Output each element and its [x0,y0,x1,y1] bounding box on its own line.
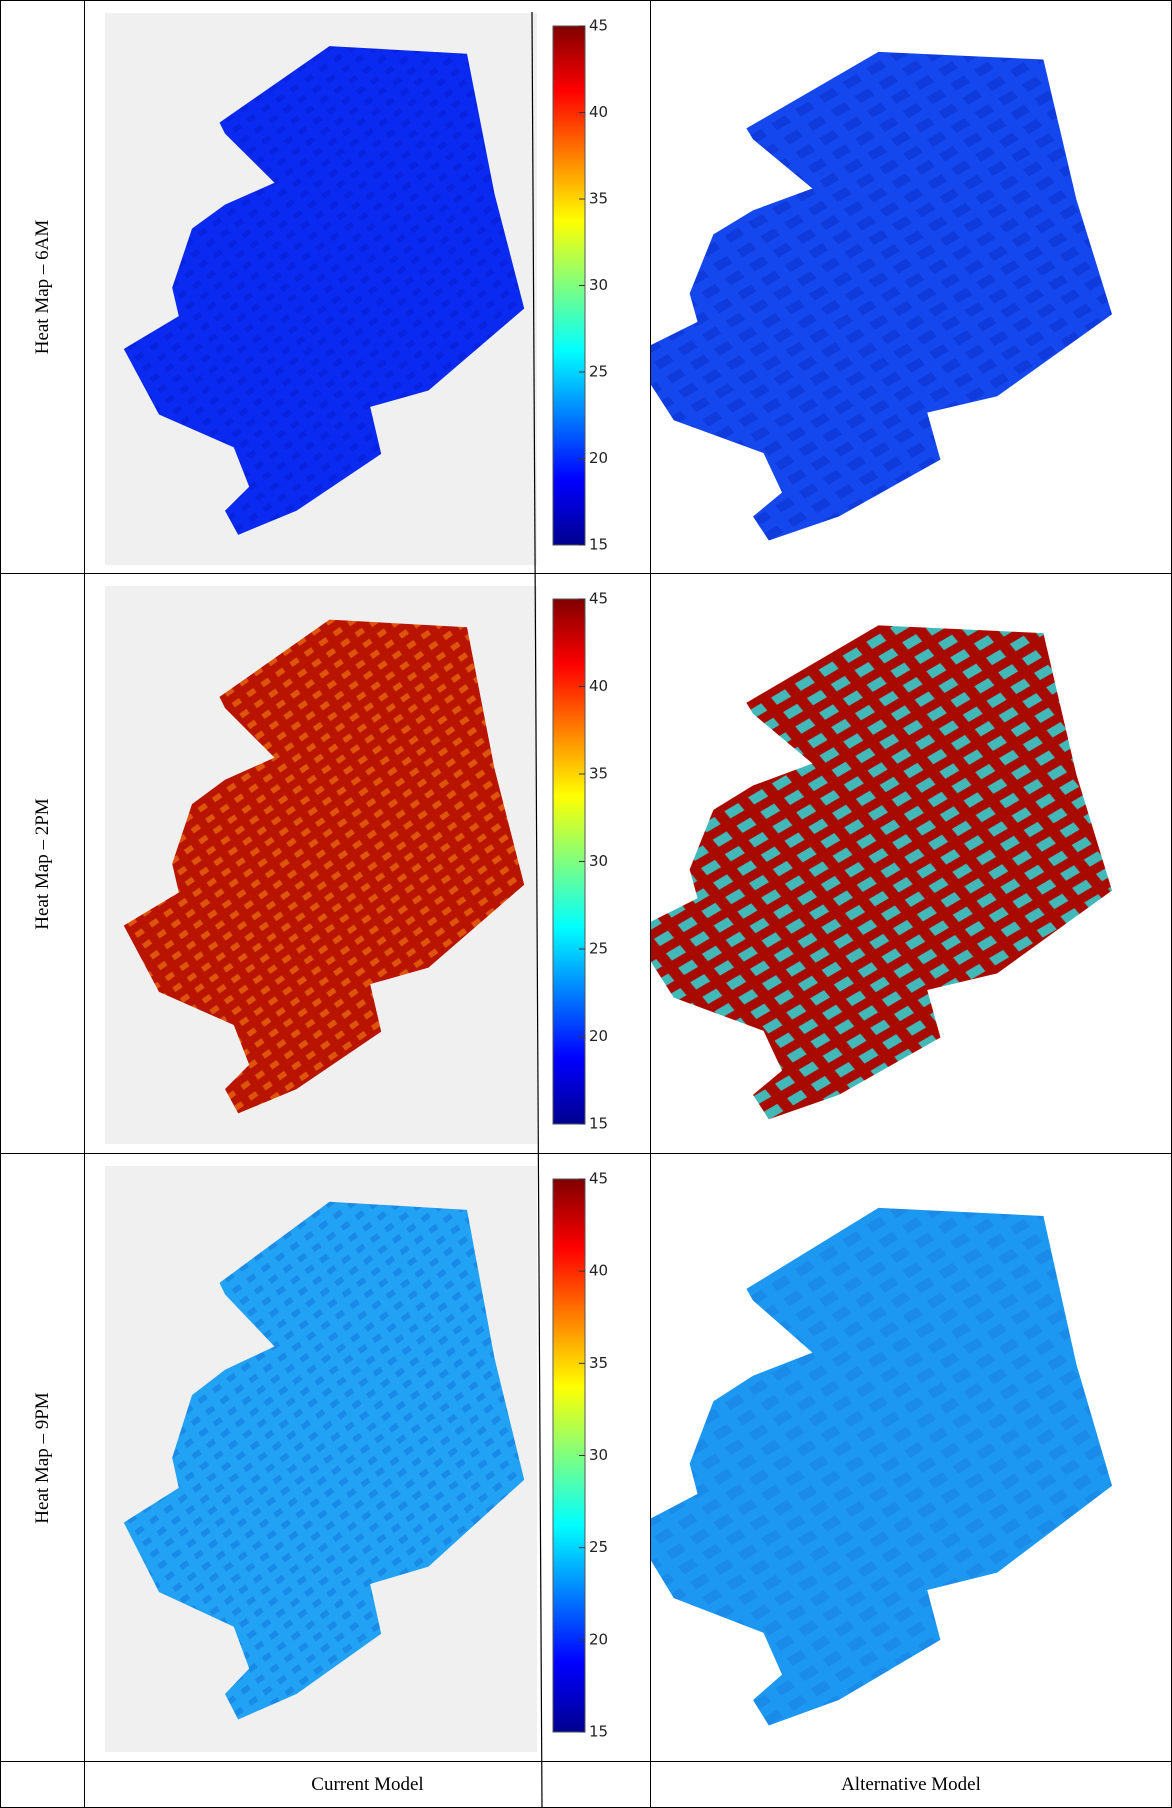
column-label: Current Model [85,1774,650,1796]
row-header-cell: Heat Map – 9PM [0,1154,85,1762]
district-map [651,52,1112,541]
colorbar-tick-label: 40 [589,103,608,121]
heatmap-image: 15 20 25 30 35 40 45 [85,1154,651,1762]
row-label: Heat Map – 9PM [32,1392,54,1523]
row-header-cell: Heat Map – 6AM [0,0,85,574]
column-label-cell: Alternative Model [651,1762,1172,1808]
colorbar-tick-label: 45 [589,1170,608,1188]
image-cell: 15 20 25 30 35 40 45 [85,574,651,1154]
colorbar-tick-label: 25 [589,940,608,958]
heatmap-image: 15 20 25 30 35 40 45 [85,574,651,1154]
colorbar-tick-label: 25 [589,363,608,381]
heatmap-image [651,1,1172,574]
colorbar-tick-label: 45 [589,17,608,35]
heatmap-image [651,574,1172,1154]
colorbar-tick-label: 30 [589,852,608,870]
colorbar-tick-label: 30 [589,1446,608,1464]
colorbar-tick-label: 15 [589,1723,608,1741]
district-map [651,1208,1112,1726]
colorbar-tick-label: 45 [589,590,608,608]
column-label-cell: Current Model [85,1762,651,1808]
colorbar-tick-label: 15 [589,1115,608,1133]
district-map [651,625,1112,1119]
empty-cell [0,1762,85,1808]
image-cell: 15 20 25 30 35 40 45 [85,0,651,574]
colorbar-tick-label: 35 [589,190,608,208]
row-label: Heat Map – 2PM [32,798,54,929]
colorbar-tick-label: 20 [589,449,608,467]
table: Heat Map – 6AM Heat Map – 2PM Heat Map –… [0,0,1172,1808]
colorbar-tick-label: 30 [589,276,608,294]
colorbar-tick-label: 35 [589,1354,608,1372]
colorbar-tick-label: 25 [589,1538,608,1556]
colorbar-tick-label: 40 [589,677,608,695]
colorbar-tick-label: 35 [589,765,608,783]
colorbar-tick-label: 40 [589,1262,608,1280]
colorbar-tick-label: 20 [589,1027,608,1045]
column-label: Alternative Model [651,1774,1171,1796]
heatmap-image: 15 20 25 30 35 40 45 [85,1,651,574]
image-cell [651,574,1172,1154]
image-cell [651,0,1172,574]
colorbar-tick-label: 15 [589,536,608,554]
row-header-cell: Heat Map – 2PM [0,574,85,1154]
row-label: Heat Map – 6AM [32,220,54,355]
image-cell: 15 20 25 30 35 40 45 [85,1154,651,1762]
heatmap-image [651,1154,1172,1762]
colorbar-tick-label: 20 [589,1630,608,1648]
image-cell [651,1154,1172,1762]
